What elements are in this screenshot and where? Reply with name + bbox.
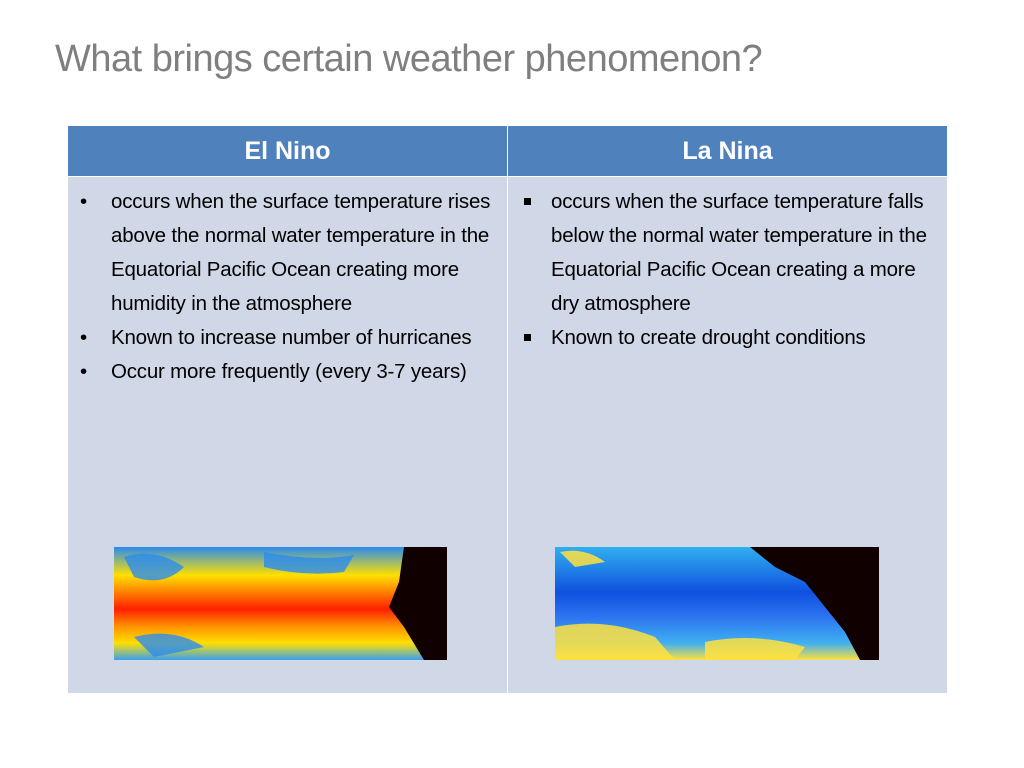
bullet-item: • Known to increase number of hurricanes <box>68 321 498 355</box>
slide-title: What brings certain weather phenomenon? <box>55 38 763 80</box>
bullet-text: Known to increase number of hurricanes <box>111 326 472 349</box>
bullet-text: occurs when the surface temperature fall… <box>551 190 927 315</box>
la-nina-map <box>555 547 879 660</box>
header-cell: La Nina <box>508 126 947 176</box>
bullet-list: occurs when the surface temperature fall… <box>508 185 938 355</box>
bullet-marker: • <box>80 326 87 349</box>
bullet-list: • occurs when the surface temperature ris… <box>68 185 498 389</box>
bullet-marker <box>524 198 531 205</box>
bullet-item: • occurs when the surface temperature ris… <box>68 185 498 321</box>
bullet-marker <box>524 334 531 341</box>
bullet-text: Known to create drought conditions <box>551 326 866 349</box>
bullet-text: Occur more frequently (every 3-7 years) <box>111 360 467 383</box>
header-cell: El Nino <box>68 126 507 176</box>
bullet-marker: • <box>80 360 87 383</box>
bullet-marker: • <box>80 190 87 213</box>
el-nino-map <box>114 547 447 660</box>
bullet-text: occurs when the surface temperature rise… <box>111 190 491 315</box>
bullet-item: Known to create drought conditions <box>508 321 938 355</box>
bullet-item: • Occur more frequently (every 3-7 years) <box>68 355 498 389</box>
bullet-item: occurs when the surface temperature fall… <box>508 185 938 321</box>
